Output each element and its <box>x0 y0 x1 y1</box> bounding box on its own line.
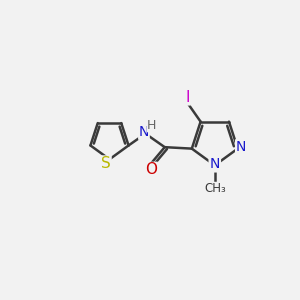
Text: H: H <box>147 119 157 132</box>
Text: N: N <box>236 140 247 154</box>
Text: O: O <box>145 162 157 177</box>
Text: I: I <box>186 90 190 105</box>
Text: S: S <box>101 156 111 171</box>
Text: N: N <box>210 158 220 171</box>
Text: CH₃: CH₃ <box>204 182 226 195</box>
Text: N: N <box>139 125 149 139</box>
